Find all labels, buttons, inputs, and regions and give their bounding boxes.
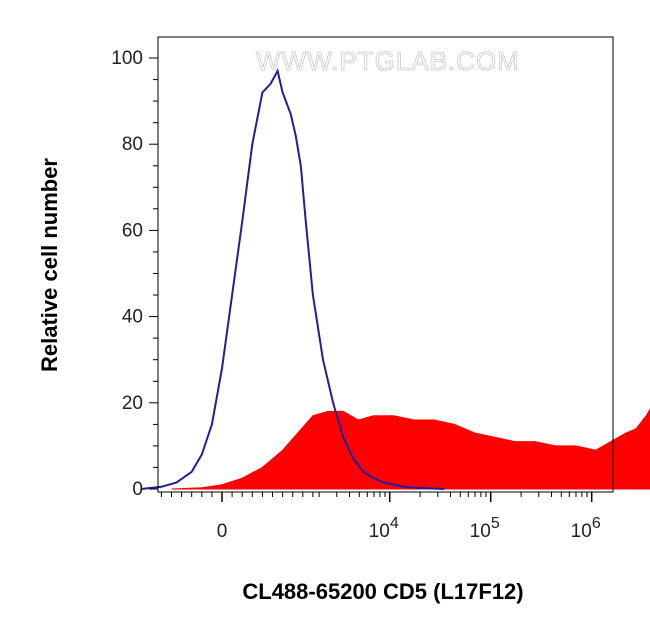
- x-tick-label: 104: [369, 515, 399, 542]
- x-tick-label: 105: [470, 515, 500, 542]
- y-tick-label: 20: [122, 393, 143, 414]
- y-tick-label: 100: [111, 48, 143, 69]
- y-tick-label: 80: [122, 134, 143, 155]
- y-axis-title: Relative cell number: [37, 158, 62, 372]
- plot-frame: [157, 36, 614, 493]
- y-tick-label: 40: [122, 307, 143, 328]
- y-tick-label: 60: [122, 220, 143, 241]
- series-isotype-control-line: [141, 68, 445, 490]
- chart-watermark: WWW.PTGLAB.COM: [256, 46, 520, 76]
- series-layer: [141, 68, 650, 490]
- y-tick-label: 0: [132, 479, 143, 500]
- x-axis-title: CL488-65200 CD5 (L17F12): [242, 579, 523, 604]
- y-axis: 0 20 40 60 80 100: [111, 37, 159, 500]
- x-axis: 0 104 105 106: [158, 491, 613, 542]
- x-tick-label: 106: [571, 515, 601, 542]
- series-cd5-area: [171, 408, 650, 490]
- x-tick-label: 0: [217, 521, 228, 542]
